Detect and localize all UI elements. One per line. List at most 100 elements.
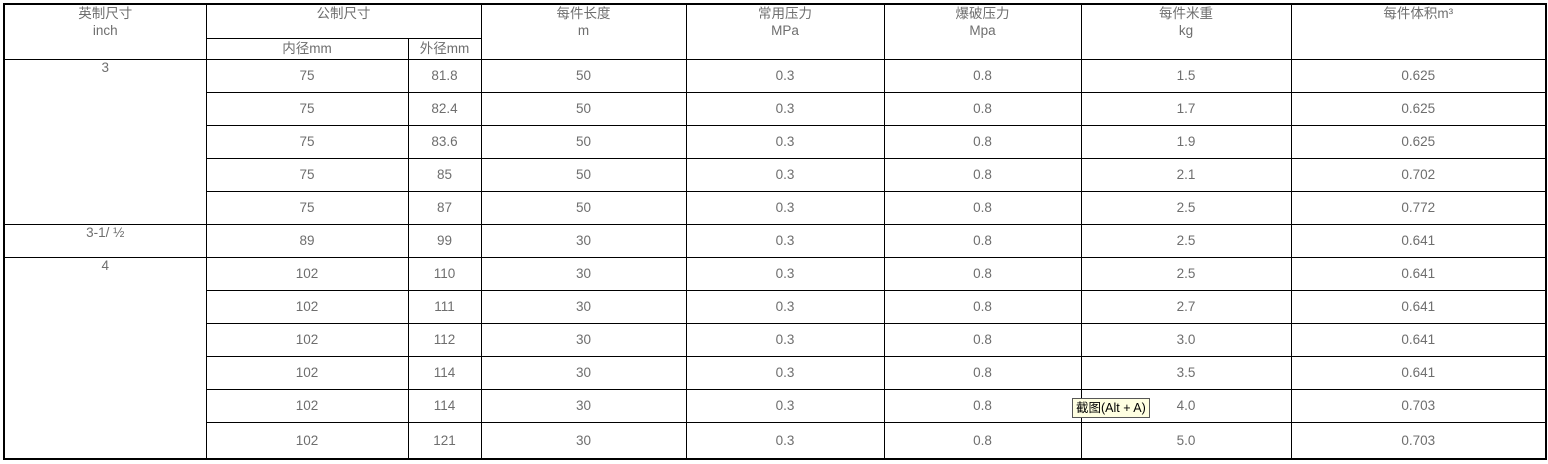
cell-length: 30 bbox=[480, 289, 687, 324]
header-volume-cn: 每件体积m³ bbox=[1383, 6, 1454, 21]
cell-inner-diameter: 75 bbox=[205, 190, 409, 225]
cell-working-pressure: 0.3 bbox=[685, 58, 885, 93]
cell-volume: 0.641 bbox=[1290, 289, 1547, 324]
cell-burst-pressure: 0.8 bbox=[883, 58, 1082, 93]
cell-weight: 2.5 bbox=[1080, 223, 1292, 258]
cell-outer-diameter: 112 bbox=[407, 322, 482, 357]
cell-outer-diameter: 111 bbox=[407, 289, 482, 324]
header-inch-unit: inch bbox=[92, 23, 118, 38]
header-burst-pressure-cn: 爆破压力 bbox=[955, 6, 1010, 21]
cell-working-pressure: 0.3 bbox=[685, 223, 885, 258]
cell-outer-diameter: 110 bbox=[407, 256, 482, 291]
cell-length: 50 bbox=[480, 124, 687, 159]
cell-length: 50 bbox=[480, 58, 687, 93]
cell-weight: 1.9 bbox=[1080, 124, 1292, 159]
header-inch: 英制尺寸 inch bbox=[3, 3, 207, 60]
cell-volume: 0.625 bbox=[1290, 91, 1547, 126]
header-outer-diameter: 外径mm bbox=[407, 37, 482, 60]
cell-length: 30 bbox=[480, 421, 687, 460]
table-row: 75 83.6 50 0.3 0.8 1.9 0.625 bbox=[4, 124, 1547, 159]
cell-volume: 0.625 bbox=[1290, 124, 1547, 159]
cell-working-pressure: 0.3 bbox=[685, 322, 885, 357]
cell-weight: 2.5 bbox=[1080, 256, 1292, 291]
cell-volume: 0.641 bbox=[1290, 256, 1547, 291]
cell-working-pressure: 0.3 bbox=[685, 190, 885, 225]
header-metric-cn: 公制尺寸 bbox=[316, 6, 371, 21]
cell-inch: 4 bbox=[3, 256, 207, 460]
table-row: 102 114 30 0.3 0.8 4.0 0.703 bbox=[4, 388, 1547, 423]
table-row: 75 87 50 0.3 0.8 2.5 0.772 bbox=[4, 190, 1547, 225]
header-working-pressure-unit: MPa bbox=[771, 23, 799, 38]
cell-weight: 2.5 bbox=[1080, 190, 1292, 225]
cell-working-pressure: 0.3 bbox=[685, 355, 885, 390]
cell-outer-diameter: 114 bbox=[407, 355, 482, 390]
cell-weight: 1.7 bbox=[1080, 91, 1292, 126]
hose-spec-table: 英制尺寸 inch 公制尺寸 每件长度 m 常用压力 MPa 爆破压力 Mpa bbox=[3, 3, 1547, 460]
cell-inner-diameter: 89 bbox=[205, 223, 409, 258]
cell-volume: 0.641 bbox=[1290, 322, 1547, 357]
header-working-pressure: 常用压力 MPa bbox=[685, 3, 885, 60]
cell-outer-diameter: 114 bbox=[407, 388, 482, 423]
cell-inch: 3 bbox=[3, 58, 207, 225]
cell-working-pressure: 0.3 bbox=[685, 124, 885, 159]
cell-working-pressure: 0.3 bbox=[685, 421, 885, 460]
table-body: 3 75 81.8 50 0.3 0.8 1.5 0.625 75 82.4 5… bbox=[3, 58, 1547, 460]
cell-burst-pressure: 0.8 bbox=[883, 223, 1082, 258]
cell-weight: 3.5 bbox=[1080, 355, 1292, 390]
cell-volume: 0.772 bbox=[1290, 190, 1547, 225]
table-row: 102 121 30 0.3 0.8 5.0 0.703 bbox=[4, 421, 1547, 460]
cell-volume: 0.702 bbox=[1290, 157, 1547, 192]
header-weight: 每件米重 kg bbox=[1080, 3, 1292, 60]
table-row: 102 112 30 0.3 0.8 3.0 0.641 bbox=[4, 322, 1547, 357]
table-header: 英制尺寸 inch 公制尺寸 每件长度 m 常用压力 MPa 爆破压力 Mpa bbox=[3, 3, 1547, 60]
cell-weight: 5.0 bbox=[1080, 421, 1292, 460]
cell-outer-diameter: 83.6 bbox=[407, 124, 482, 159]
cell-outer-diameter: 81.8 bbox=[407, 58, 482, 93]
header-length: 每件长度 m bbox=[480, 3, 687, 60]
cell-volume: 0.641 bbox=[1290, 223, 1547, 258]
cell-length: 50 bbox=[480, 190, 687, 225]
cell-burst-pressure: 0.8 bbox=[883, 157, 1082, 192]
spec-table-container: 英制尺寸 inch 公制尺寸 每件长度 m 常用压力 MPa 爆破压力 Mpa bbox=[3, 3, 1547, 460]
cell-inner-diameter: 75 bbox=[205, 157, 409, 192]
cell-burst-pressure: 0.8 bbox=[883, 124, 1082, 159]
table-row: 102 114 30 0.3 0.8 3.5 0.641 bbox=[4, 355, 1547, 390]
header-length-cn: 每件长度 bbox=[556, 6, 611, 21]
cell-outer-diameter: 82.4 bbox=[407, 91, 482, 126]
cell-length: 30 bbox=[480, 355, 687, 390]
cell-outer-diameter: 87 bbox=[407, 190, 482, 225]
cell-inner-diameter: 102 bbox=[205, 322, 409, 357]
cell-working-pressure: 0.3 bbox=[685, 256, 885, 291]
header-inner-diameter: 内径mm bbox=[205, 37, 409, 60]
header-volume: 每件体积m³ bbox=[1290, 3, 1547, 60]
cell-inner-diameter: 102 bbox=[205, 355, 409, 390]
header-inch-cn: 英制尺寸 bbox=[78, 6, 133, 21]
cell-weight: 1.5 bbox=[1080, 58, 1292, 93]
cell-burst-pressure: 0.8 bbox=[883, 190, 1082, 225]
cell-inner-diameter: 75 bbox=[205, 91, 409, 126]
cell-volume: 0.641 bbox=[1290, 355, 1547, 390]
cell-length: 30 bbox=[480, 256, 687, 291]
cell-burst-pressure: 0.8 bbox=[883, 256, 1082, 291]
cell-working-pressure: 0.3 bbox=[685, 388, 885, 423]
cell-weight: 2.7 bbox=[1080, 289, 1292, 324]
header-metric: 公制尺寸 bbox=[205, 3, 482, 39]
cell-burst-pressure: 0.8 bbox=[883, 322, 1082, 357]
header-burst-pressure: 爆破压力 Mpa bbox=[883, 3, 1082, 60]
cell-inch: 3-1/ ½ bbox=[3, 223, 207, 258]
cell-inner-diameter: 102 bbox=[205, 289, 409, 324]
screenshot-tooltip: 截图(Alt + A) bbox=[1072, 398, 1150, 418]
cell-working-pressure: 0.3 bbox=[685, 289, 885, 324]
cell-burst-pressure: 0.8 bbox=[883, 91, 1082, 126]
cell-burst-pressure: 0.8 bbox=[883, 421, 1082, 460]
cell-inner-diameter: 75 bbox=[205, 58, 409, 93]
cell-inner-diameter: 102 bbox=[205, 256, 409, 291]
cell-weight: 3.0 bbox=[1080, 322, 1292, 357]
header-row-main: 英制尺寸 inch 公制尺寸 每件长度 m 常用压力 MPa 爆破压力 Mpa bbox=[3, 3, 1547, 60]
header-weight-unit: kg bbox=[1178, 23, 1194, 38]
cell-working-pressure: 0.3 bbox=[685, 157, 885, 192]
cell-outer-diameter: 121 bbox=[407, 421, 482, 460]
cell-length: 30 bbox=[480, 223, 687, 258]
table-row: 3-1/ ½ 89 99 30 0.3 0.8 2.5 0.641 bbox=[3, 223, 1547, 258]
cell-working-pressure: 0.3 bbox=[685, 91, 885, 126]
